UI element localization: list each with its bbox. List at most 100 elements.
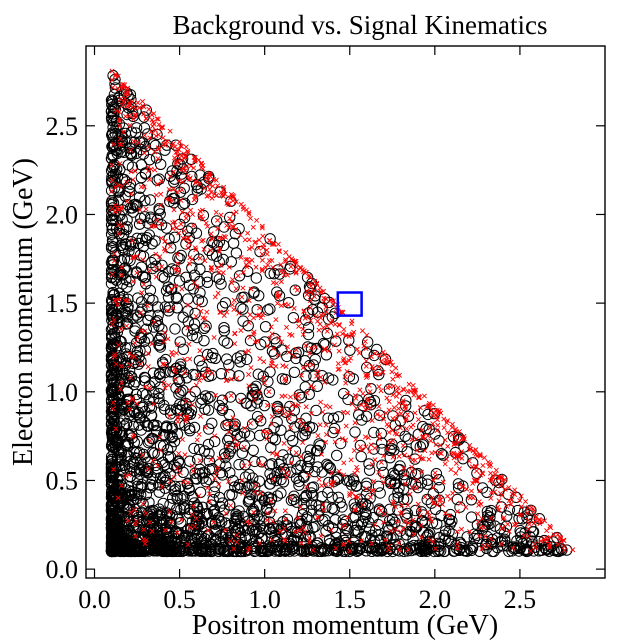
background-point [307,481,320,493]
signal-point [115,182,121,188]
signal-point [142,541,148,547]
signal-point [399,510,405,516]
background-point [198,335,210,347]
signal-point [376,352,383,358]
background-point [154,341,167,353]
signal-point [249,244,255,250]
background-point [201,507,214,519]
background-point [233,458,245,471]
signal-point [169,198,175,204]
background-point [275,424,287,436]
background-point [397,493,410,505]
background-point [183,422,196,435]
background-point [139,372,152,384]
signal-point [133,112,139,118]
signal-point [176,178,182,184]
background-point [223,499,236,511]
signal-point [172,266,178,272]
signal-point [329,470,335,476]
signal-point [224,368,230,374]
signal-point [398,529,404,535]
background-point [231,352,244,364]
background-point [178,366,190,379]
background-point [280,543,293,555]
signal-point [201,185,208,191]
background-point [314,440,326,452]
signal-point [334,428,340,435]
signal-point [193,247,199,253]
signal-point [434,428,440,434]
background-point [172,158,184,170]
signal-point [329,317,335,324]
signal-point [293,264,299,270]
signal-point [453,470,459,476]
signal-point [328,527,334,533]
signal-point [506,528,512,535]
signal-point [422,448,428,454]
signal-point [248,365,254,371]
background-point [275,473,287,486]
background-point [331,449,343,462]
background-point [106,214,119,227]
signal-point [205,527,211,533]
background-point [124,254,136,267]
background-point [149,235,161,247]
signal-point [174,159,180,165]
signal-point [209,195,215,201]
background-point [264,478,276,490]
background-point [110,544,122,556]
signal-point [463,504,469,510]
background-point [232,481,244,494]
signal-point [438,450,444,457]
background-point [511,535,523,547]
signal-point [303,269,309,275]
signal-point [307,539,313,545]
background-point [310,539,323,552]
signal-point [179,143,185,149]
signal-point [389,362,395,368]
signal-point [492,471,498,477]
signal-point [115,342,121,348]
signal-point [488,495,494,501]
signal-point [279,393,285,399]
background-point [491,541,504,554]
signal-point [288,264,294,270]
signal-point [270,476,276,482]
background-point [225,256,238,268]
signal-point [176,139,183,145]
signal-point [314,373,320,379]
signal-point [287,446,293,452]
background-point [299,381,311,393]
signal-point [517,497,523,503]
background-point [332,544,344,556]
signal-point [242,237,248,243]
background-point [296,430,309,442]
signal-point [427,516,433,522]
signal-point [212,392,219,398]
background-point [287,542,300,554]
signal-point [508,501,514,507]
background-point [203,423,215,435]
signal-point [413,436,420,442]
signal-point [358,402,365,408]
signal-point [239,294,245,300]
signal-point [313,344,319,350]
background-point [200,320,212,332]
signal-point [367,405,373,411]
signal-point [217,309,223,315]
signal-point [409,436,415,442]
signal-point [459,483,465,490]
signal-point [117,160,123,167]
signal-point [157,434,163,440]
signal-point [186,341,192,347]
signal-point [212,475,218,481]
background-point [106,485,118,497]
signal-point [140,501,146,507]
signal-point [332,333,338,340]
signal-point [246,320,252,326]
signal-point [226,429,232,435]
signal-point [146,385,152,391]
y-tick-label: 1.0 [46,378,79,407]
signal-point [488,536,494,542]
background-point [503,504,516,516]
